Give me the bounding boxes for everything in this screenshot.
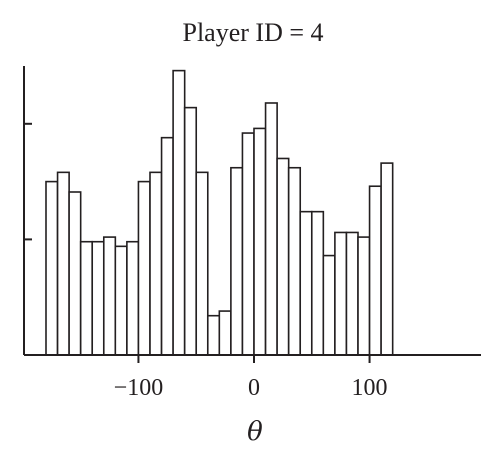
histogram-bar [206, 314, 221, 356]
histogram-bar [218, 310, 232, 356]
histogram-bar [264, 102, 278, 356]
histogram-bar [172, 69, 186, 356]
histogram-bar [241, 132, 255, 356]
x-axis-ticks: −100 0 100 [114, 355, 388, 401]
histogram-bar [102, 236, 117, 356]
histogram-bar [195, 171, 209, 356]
chart-title: Player ID = 4 [182, 18, 323, 47]
histogram-bar [160, 136, 174, 356]
histogram-bar [45, 180, 59, 356]
histogram-bar [334, 231, 348, 356]
histogram-bar [56, 171, 70, 356]
histogram-bar [368, 185, 382, 356]
x-axis-label: θ [247, 417, 263, 447]
histogram-bar [357, 236, 371, 356]
histogram-bar [253, 127, 267, 356]
histogram-bar [230, 166, 244, 356]
y-axis-ticks [24, 122, 32, 241]
histogram-bar [276, 157, 290, 356]
x-tick-label: 100 [352, 375, 388, 401]
histogram-bar [149, 171, 163, 356]
histogram-bar [79, 240, 94, 356]
x-tick-label: −100 [114, 375, 164, 401]
histogram-bar [91, 240, 105, 356]
histogram-bars [45, 69, 394, 356]
histogram-bar [287, 166, 302, 356]
histogram-bar [137, 180, 151, 356]
histogram-bar [183, 106, 198, 356]
histogram-bar [310, 210, 325, 356]
histogram-bar [114, 245, 128, 356]
histogram-bar [299, 210, 313, 356]
histogram-bar [380, 162, 394, 356]
histogram-bar [126, 240, 140, 356]
histogram-bar [68, 191, 82, 356]
histogram-bar [322, 254, 336, 356]
histogram-bar [345, 231, 359, 356]
x-tick-label: 0 [248, 375, 260, 401]
